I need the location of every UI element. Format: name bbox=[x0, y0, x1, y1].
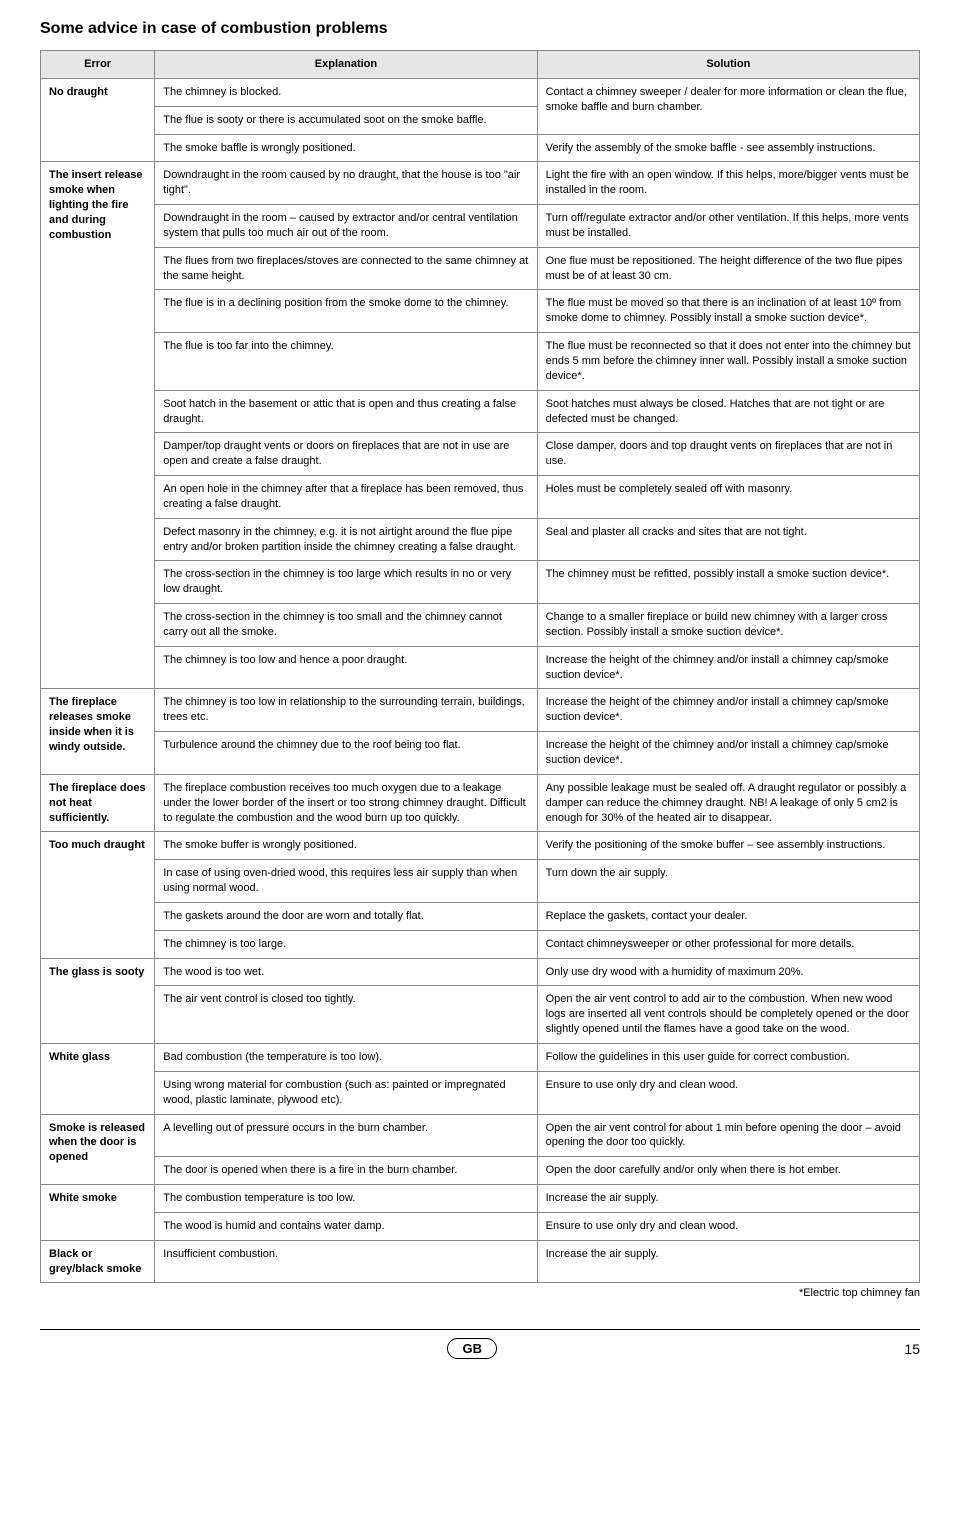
explanation-cell: The combustion temperature is too low. bbox=[155, 1185, 537, 1213]
solution-cell: The flue must be reconnected so that it … bbox=[537, 333, 919, 391]
explanation-cell: The flue is too far into the chimney. bbox=[155, 333, 537, 391]
error-cell: Smoke is released when the door is opene… bbox=[41, 1114, 155, 1185]
explanation-cell: The air vent control is closed too tight… bbox=[155, 986, 537, 1044]
explanation-cell: The smoke buffer is wrongly positioned. bbox=[155, 832, 537, 860]
solution-cell: Turn down the air supply. bbox=[537, 860, 919, 903]
explanation-cell: Downdraught in the room – caused by extr… bbox=[155, 205, 537, 248]
error-cell: White glass bbox=[41, 1043, 155, 1114]
solution-cell: Ensure to use only dry and clean wood. bbox=[537, 1212, 919, 1240]
header-error: Error bbox=[41, 51, 155, 79]
error-cell: Black or grey/black smoke bbox=[41, 1240, 155, 1283]
solution-cell: Ensure to use only dry and clean wood. bbox=[537, 1071, 919, 1114]
error-cell: The fireplace releases smoke inside when… bbox=[41, 689, 155, 774]
header-explanation: Explanation bbox=[155, 51, 537, 79]
explanation-cell: The gaskets around the door are worn and… bbox=[155, 902, 537, 930]
solution-cell: Contact a chimney sweeper / dealer for m… bbox=[537, 78, 919, 134]
solution-cell: Only use dry wood with a humidity of max… bbox=[537, 958, 919, 986]
explanation-cell: The wood is humid and contains water dam… bbox=[155, 1212, 537, 1240]
solution-cell: Open the air vent control for about 1 mi… bbox=[537, 1114, 919, 1157]
error-cell: No draught bbox=[41, 78, 155, 162]
explanation-cell: The cross-section in the chimney is too … bbox=[155, 604, 537, 647]
solution-cell: Contact chimneysweeper or other professi… bbox=[537, 930, 919, 958]
footnote: *Electric top chimney fan bbox=[40, 1287, 920, 1299]
solution-cell: Follow the guidelines in this user guide… bbox=[537, 1043, 919, 1071]
solution-cell: The flue must be moved so that there is … bbox=[537, 290, 919, 333]
error-cell: Too much draught bbox=[41, 832, 155, 958]
explanation-cell: Damper/top draught vents or doors on fir… bbox=[155, 433, 537, 476]
explanation-cell: Bad combustion (the temperature is too l… bbox=[155, 1043, 537, 1071]
solution-cell: Increase the height of the chimney and/o… bbox=[537, 689, 919, 732]
page-number: 15 bbox=[904, 1341, 920, 1357]
explanation-cell: Downdraught in the room caused by no dra… bbox=[155, 162, 537, 205]
solution-cell: Increase the height of the chimney and/o… bbox=[537, 732, 919, 775]
solution-cell: Change to a smaller fireplace or build n… bbox=[537, 604, 919, 647]
error-cell: White smoke bbox=[41, 1185, 155, 1241]
solution-cell: Light the fire with an open window. If t… bbox=[537, 162, 919, 205]
explanation-cell: Turbulence around the chimney due to the… bbox=[155, 732, 537, 775]
solution-cell: Open the door carefully and/or only when… bbox=[537, 1157, 919, 1185]
explanation-cell: The chimney is too low and hence a poor … bbox=[155, 646, 537, 689]
explanation-cell: The flues from two fireplaces/stoves are… bbox=[155, 247, 537, 290]
solution-cell: Increase the height of the chimney and/o… bbox=[537, 646, 919, 689]
header-solution: Solution bbox=[537, 51, 919, 79]
page-title: Some advice in case of combustion proble… bbox=[40, 20, 920, 38]
explanation-cell: Soot hatch in the basement or attic that… bbox=[155, 390, 537, 433]
explanation-cell: In case of using oven-dried wood, this r… bbox=[155, 860, 537, 903]
explanation-cell: A levelling out of pressure occurs in th… bbox=[155, 1114, 537, 1157]
solution-cell: Any possible leakage must be sealed off.… bbox=[537, 774, 919, 832]
explanation-cell: The chimney is blocked. bbox=[155, 78, 537, 106]
explanation-cell: An open hole in the chimney after that a… bbox=[155, 476, 537, 519]
explanation-cell: The door is opened when there is a fire … bbox=[155, 1157, 537, 1185]
solution-cell: One flue must be repositioned. The heigh… bbox=[537, 247, 919, 290]
solution-cell: Turn off/regulate extractor and/or other… bbox=[537, 205, 919, 248]
error-cell: The fireplace does not heat sufficiently… bbox=[41, 774, 155, 832]
explanation-cell: Insufficient combustion. bbox=[155, 1240, 537, 1283]
solution-cell: Increase the air supply. bbox=[537, 1240, 919, 1283]
solution-cell: Verify the assembly of the smoke baffle … bbox=[537, 134, 919, 162]
solution-cell: Holes must be completely sealed off with… bbox=[537, 476, 919, 519]
solution-cell: Open the air vent control to add air to … bbox=[537, 986, 919, 1044]
country-badge: GB bbox=[447, 1338, 497, 1359]
explanation-cell: Using wrong material for combustion (suc… bbox=[155, 1071, 537, 1114]
explanation-cell: Defect masonry in the chimney, e.g. it i… bbox=[155, 518, 537, 561]
explanation-cell: The wood is too wet. bbox=[155, 958, 537, 986]
troubleshooting-table: Error Explanation Solution No draughtThe… bbox=[40, 50, 920, 1283]
explanation-cell: The chimney is too low in relationship t… bbox=[155, 689, 537, 732]
solution-cell: Increase the air supply. bbox=[537, 1185, 919, 1213]
solution-cell: Seal and plaster all cracks and sites th… bbox=[537, 518, 919, 561]
error-cell: The glass is sooty bbox=[41, 958, 155, 1043]
solution-cell: Verify the positioning of the smoke buff… bbox=[537, 832, 919, 860]
explanation-cell: The flue is sooty or there is accumulate… bbox=[155, 106, 537, 134]
solution-cell: Soot hatches must always be closed. Hatc… bbox=[537, 390, 919, 433]
explanation-cell: The fireplace combustion receives too mu… bbox=[155, 774, 537, 832]
page-footer: GB 15 bbox=[40, 1329, 920, 1359]
explanation-cell: The flue is in a declining position from… bbox=[155, 290, 537, 333]
solution-cell: Replace the gaskets, contact your dealer… bbox=[537, 902, 919, 930]
explanation-cell: The chimney is too large. bbox=[155, 930, 537, 958]
explanation-cell: The cross-section in the chimney is too … bbox=[155, 561, 537, 604]
solution-cell: The chimney must be refitted, possibly i… bbox=[537, 561, 919, 604]
solution-cell: Close damper, doors and top draught vent… bbox=[537, 433, 919, 476]
explanation-cell: The smoke baffle is wrongly positioned. bbox=[155, 134, 537, 162]
error-cell: The insert release smoke when lighting t… bbox=[41, 162, 155, 689]
